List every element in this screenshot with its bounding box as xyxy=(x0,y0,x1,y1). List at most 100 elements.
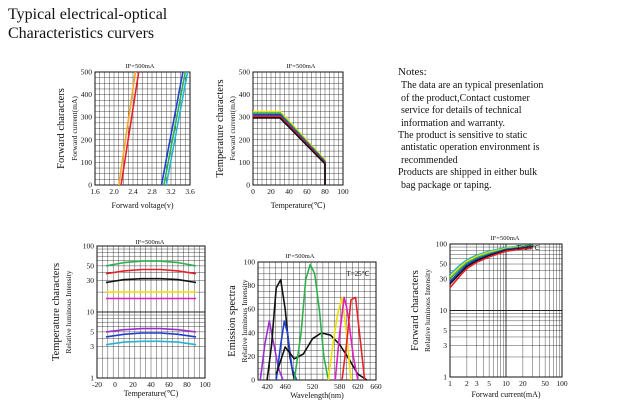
x-tick-label: 60 xyxy=(165,380,173,389)
x-tick-label: 20 xyxy=(267,187,275,196)
y-tick-label: 500 xyxy=(81,68,93,77)
series-blue-line xyxy=(105,332,197,338)
series-violet-line xyxy=(105,327,197,333)
series-green-line xyxy=(163,71,187,186)
x-tick-label: 660 xyxy=(370,382,382,391)
notes-panel: Notes: The data are an typical presenlat… xyxy=(398,66,578,192)
series-orange-line xyxy=(118,71,137,186)
chart-annotation: T=25℃ xyxy=(516,244,539,252)
x-tick-label: 620 xyxy=(352,382,364,391)
header-line-2: Characteristics curvers xyxy=(8,25,155,42)
series-cyan-line xyxy=(105,340,197,346)
chart-forward-voltage: 1.6 2.0 2.4 2.8 3.2 3.6 0 100 200 300 400 500 Forwar… xyxy=(56,63,195,210)
chart-title: IF=500mA xyxy=(491,235,520,242)
x-tick-label: 40 xyxy=(147,380,155,389)
y-tick-label: 3 xyxy=(443,341,447,350)
series-black-line xyxy=(253,117,326,185)
header-line-1: Typical electrical-optical xyxy=(8,6,168,23)
y-tick-label: 100 xyxy=(244,258,256,267)
x-axis-label: Temperature(℃) xyxy=(124,389,179,398)
y-tick-label: 3 xyxy=(90,342,94,351)
notes-line: Products are shipped in either bulk xyxy=(398,167,538,179)
chart-emission-spectra: 420 460 520 580 620 660 0 20 40 60 80 100 Wavelength… xyxy=(228,253,382,400)
x-tick-label: 100 xyxy=(337,187,349,196)
x-tick-label: 2.8 xyxy=(147,187,157,196)
x-tick-label: 1.6 xyxy=(90,187,100,196)
y-axis-sublabel: Relative luminous Intensity xyxy=(240,279,249,362)
y-axis-label: Emission spectra xyxy=(228,285,238,357)
y-tick-label: 60 xyxy=(248,305,256,314)
chart-grid xyxy=(96,245,206,379)
y-tick-label: 300 xyxy=(81,113,93,122)
y-tick-label: 100 xyxy=(83,242,95,251)
x-tick-label: 40 xyxy=(285,187,293,196)
notes-line: bag package or taping. xyxy=(401,179,492,191)
notes-line: of the product,Contact customer xyxy=(401,92,530,104)
series-blue-line xyxy=(275,320,298,381)
y-tick-label: 200 xyxy=(81,135,93,144)
notes-line: The data are an typical presenlation xyxy=(401,80,544,92)
y-tick-label: 400 xyxy=(81,90,93,99)
y-tick-label: 30 xyxy=(440,274,448,283)
y-tick-label: 50 xyxy=(440,260,448,269)
x-tick-label: 80 xyxy=(321,187,329,196)
x-tick-label: 460 xyxy=(280,382,292,391)
series-red-line xyxy=(120,71,140,186)
x-tick-label: 3 xyxy=(475,379,479,388)
x-axis-label: Wavelength(nm) xyxy=(290,391,344,400)
plot-frame xyxy=(252,71,344,186)
notes-line: antistatic operation environment is xyxy=(401,142,540,154)
y-tick-label: 5 xyxy=(443,326,447,335)
y-tick-label: 0 xyxy=(88,181,92,190)
y-tick-label: 100 xyxy=(81,158,93,167)
y-tick-label: 100 xyxy=(436,240,448,249)
x-tick-label: 10 xyxy=(502,379,510,388)
y-tick-label: 400 xyxy=(239,90,251,99)
x-tick-label: 100 xyxy=(556,379,568,388)
series-violet-line xyxy=(259,320,284,381)
notes-heading: Notes: xyxy=(398,66,427,78)
chart-title: IF=500mA xyxy=(286,253,315,260)
x-axis-label: Temperature(℃) xyxy=(271,201,326,210)
y-tick-label: 500 xyxy=(239,68,251,77)
x-axis-label: Forward voltage(v) xyxy=(112,201,174,210)
plot-frame xyxy=(257,261,377,381)
y-tick-label: 200 xyxy=(239,135,251,144)
y-tick-label: 5 xyxy=(90,327,94,336)
y-axis-label: Temperature characters xyxy=(215,79,226,177)
y-axis-label: Temperature characters xyxy=(51,263,62,361)
y-tick-label: 40 xyxy=(248,328,256,337)
x-axis-label: Forward current(mA) xyxy=(471,390,540,399)
x-tick-label: 20 xyxy=(519,379,527,388)
series-blue-line xyxy=(160,71,184,186)
y-axis-sublabel: Relative luminous Intensity xyxy=(64,270,73,353)
x-tick-label: 2.4 xyxy=(128,187,138,196)
chart-title: IF=500mA xyxy=(287,63,316,70)
series-magenta-line xyxy=(334,296,359,381)
chart-title: IF=500mA xyxy=(136,239,165,246)
chart-temperature-current: 0 20 40 60 80 100 0 100 200 300 400 500 Temperature(… xyxy=(215,63,349,210)
x-tick-label: 420 xyxy=(261,382,273,391)
x-tick-label: 5 xyxy=(487,379,491,388)
series-cyan-line xyxy=(165,71,189,186)
x-tick-label: 80 xyxy=(183,380,191,389)
x-tick-label: 520 xyxy=(307,382,319,391)
x-tick-label: 60 xyxy=(303,187,311,196)
x-tick-label: -20 xyxy=(92,380,102,389)
notes-line: service for details of technical xyxy=(401,105,522,117)
y-axis-sublabel: Relative luminous Intensity xyxy=(423,269,432,352)
notes-line: The product is sensitive to static xyxy=(398,130,528,142)
y-tick-label: 50 xyxy=(87,261,95,270)
y-axis-sublabel: Forward current(mA) xyxy=(70,96,79,161)
plot-frame xyxy=(96,245,206,379)
x-tick-label: 50 xyxy=(541,379,549,388)
notes-line: recommended xyxy=(401,154,458,166)
y-tick-label: 1 xyxy=(443,373,447,382)
x-tick-label: 580 xyxy=(334,382,346,391)
y-axis-label: Forward characters xyxy=(410,270,421,351)
x-tick-label: 100 xyxy=(199,380,211,389)
y-axis-sublabel: Forward current(mA) xyxy=(228,96,237,161)
x-tick-label: 3.6 xyxy=(185,187,195,196)
x-tick-label: 20 xyxy=(129,380,137,389)
